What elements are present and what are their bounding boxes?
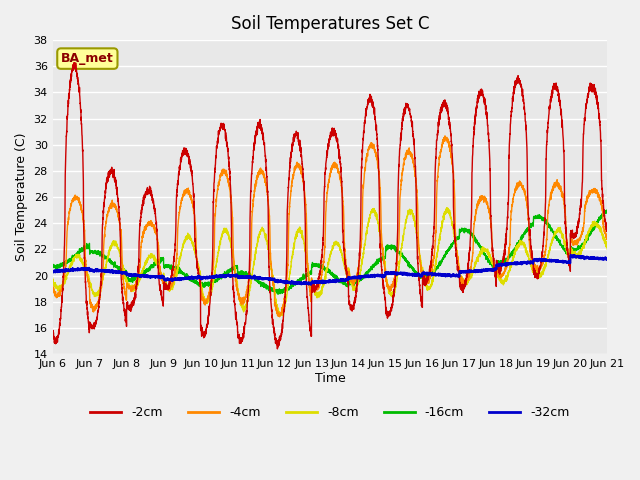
Text: BA_met: BA_met	[61, 52, 114, 65]
Title: Soil Temperatures Set C: Soil Temperatures Set C	[231, 15, 429, 33]
Y-axis label: Soil Temperature (C): Soil Temperature (C)	[15, 133, 28, 261]
Legend: -2cm, -4cm, -8cm, -16cm, -32cm: -2cm, -4cm, -8cm, -16cm, -32cm	[85, 401, 575, 424]
X-axis label: Time: Time	[315, 372, 346, 385]
